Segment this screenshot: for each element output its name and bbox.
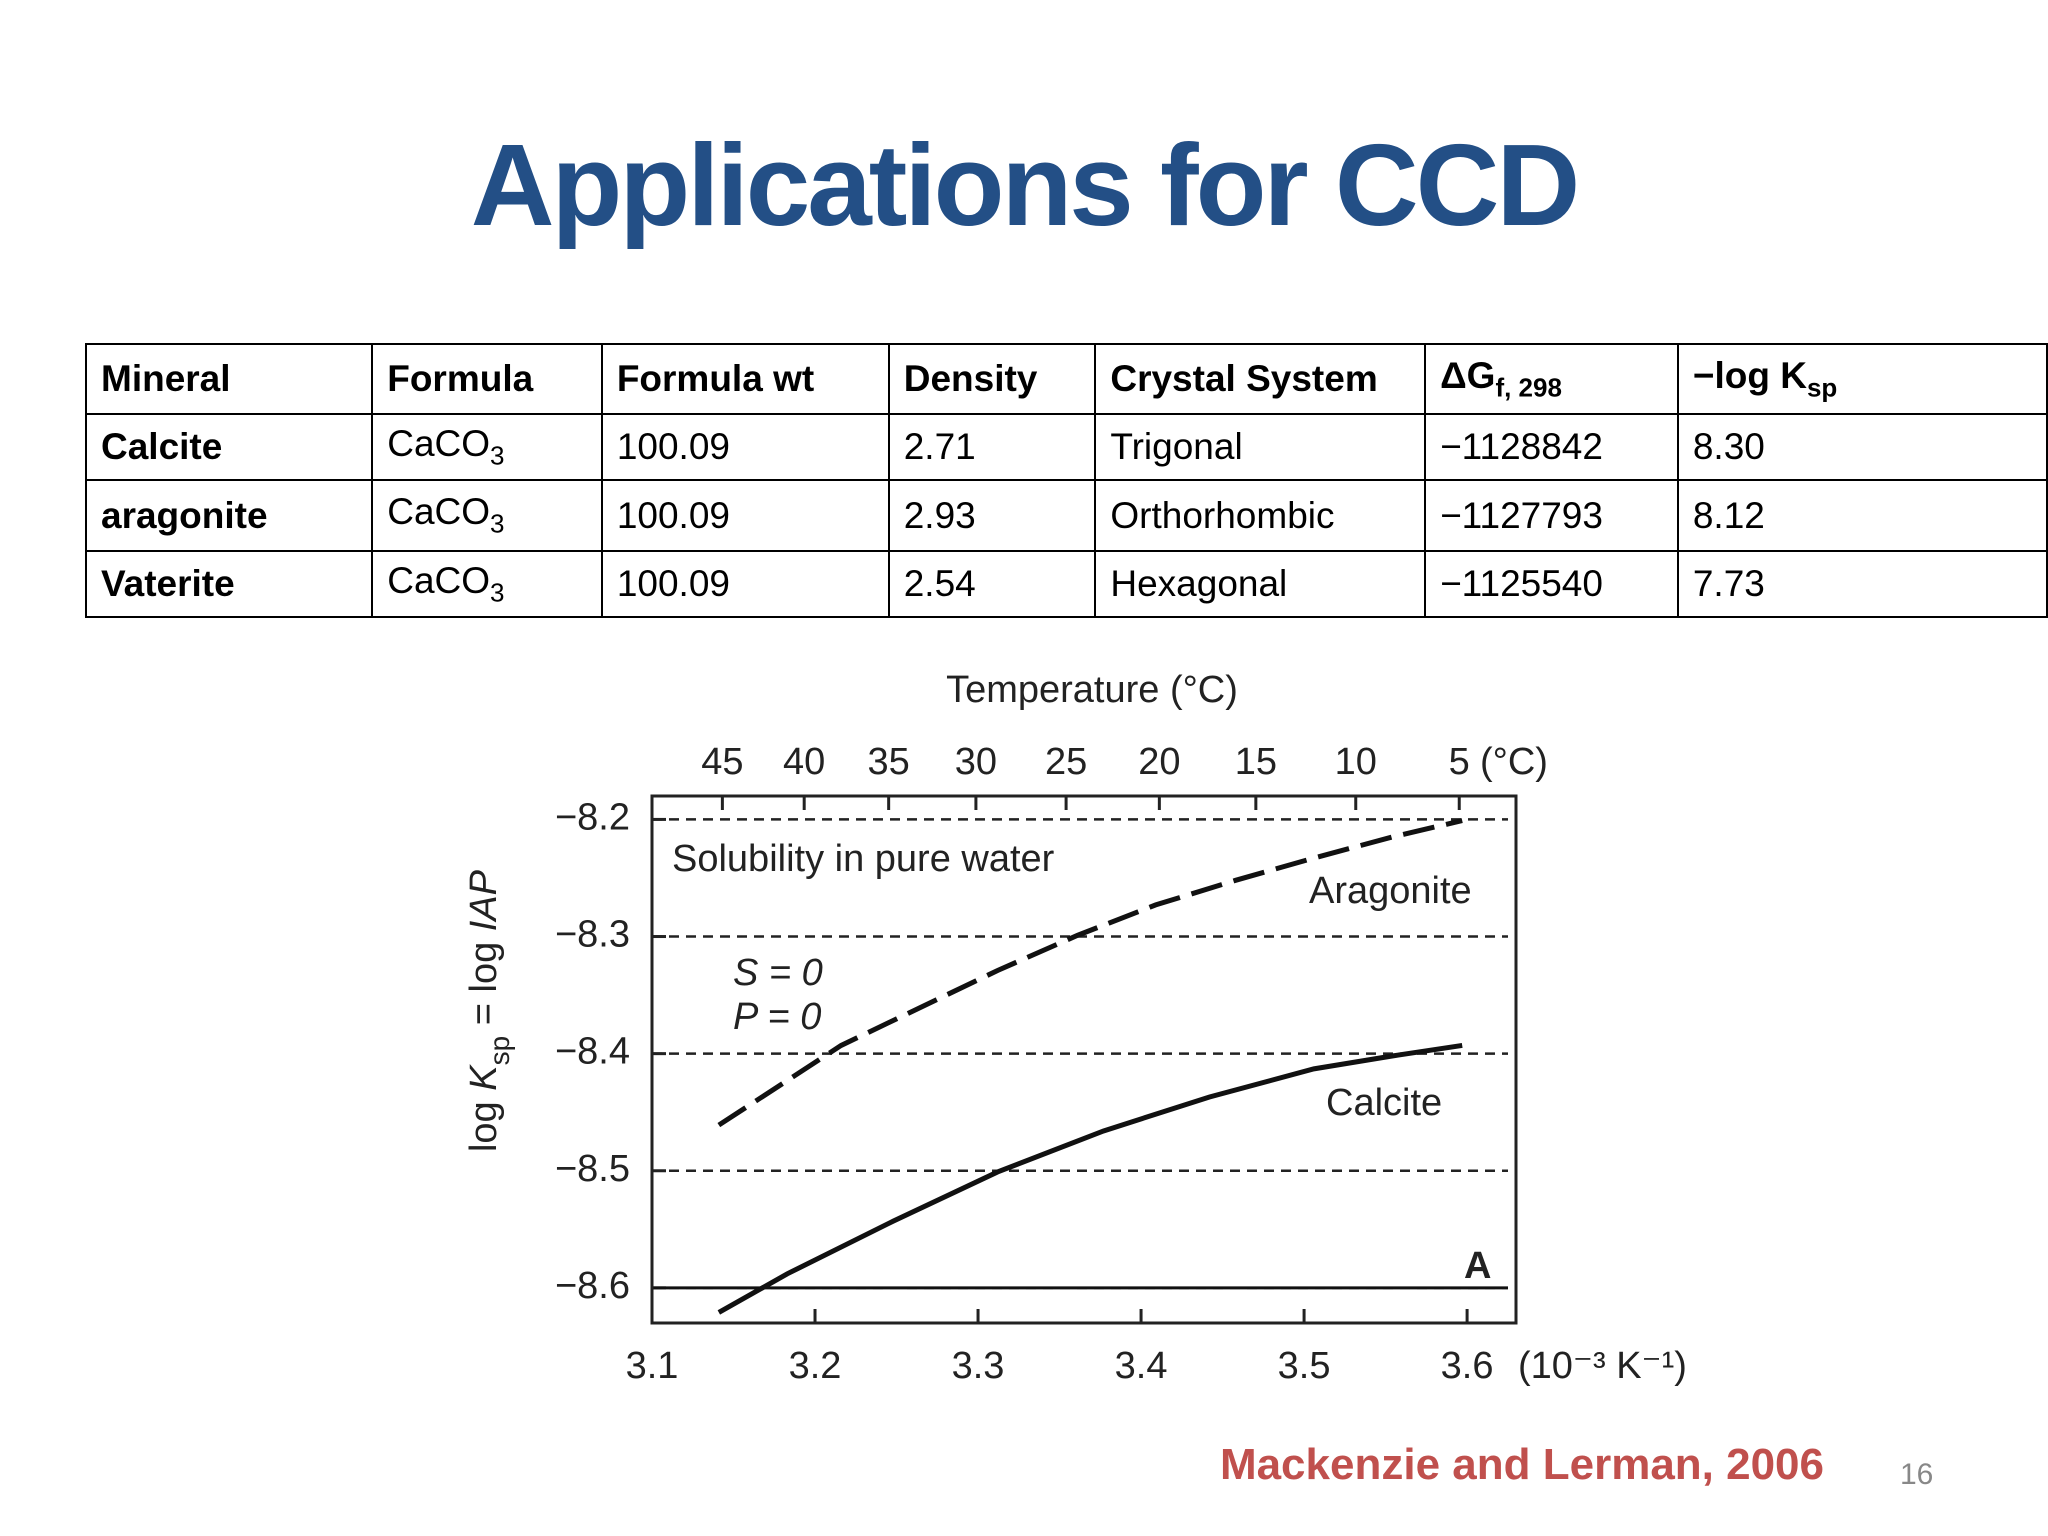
table-cell: 100.09 [600,413,890,481]
annotation: S = 0 [733,952,823,994]
table-cell: −1125540 [1424,550,1679,618]
y-axis-label: log Ksp = log IAP [463,869,515,1152]
table-cell: 8.12 [1676,479,2048,552]
table-cell: CaCO3 [371,413,603,481]
series-label: Aragonite [1309,870,1472,912]
table-cell: Trigonal [1094,413,1427,481]
y-tick-label: −8.6 [555,1265,630,1307]
top-tick-label: 30 [955,741,997,783]
table-cell: 100.09 [600,479,890,552]
table-cell: Formula [371,343,603,415]
top-tick-label: 35 [868,741,910,783]
annotation: P = 0 [733,996,821,1038]
top-tick-label: 40 [783,741,825,783]
top-tick-label: 10 [1335,741,1377,783]
y-axis-label-part: = log [463,931,505,1036]
table-cell: −1127793 [1424,479,1679,552]
y-tick-label: −8.4 [555,1031,630,1073]
table-cell: Formula wt [600,343,890,415]
y-tick-label: −8.2 [555,796,630,838]
top-tick-label: 45 [701,741,743,783]
series-label: Calcite [1326,1082,1442,1124]
cell-text: CaCO [387,559,491,601]
table-cell: Mineral [84,343,374,415]
y-tick-label: −8.3 [555,914,630,956]
table-cell: 2.93 [887,479,1097,552]
y-axis-label-part: sp [484,1036,515,1066]
top-tick-label: 15 [1235,741,1277,783]
y-axis-label-part: K [463,1064,505,1091]
table-cell: ΔGf, 298 [1424,343,1679,415]
top-tick-label: 25 [1045,741,1087,783]
x-tick-label: 3.2 [789,1345,842,1387]
table-cell: CaCO3 [371,550,603,618]
table-header-row: Mineral Formula Formula wt Density Crystal S… [84,343,2048,415]
table-cell: Hexagonal [1094,550,1427,618]
x-tick-label: 3.4 [1115,1345,1168,1387]
cell-subscript: sp [1806,372,1838,403]
cell-subscript: 3 [490,440,505,471]
table-cell: Vaterite [84,550,374,618]
x-tick-label: 3.6 [1441,1345,1494,1387]
cell-subscript: 3 [490,508,505,539]
table-cell: 100.09 [600,550,890,618]
x-tick-label: 3.1 [626,1345,679,1387]
x-tick-label: 3.3 [952,1345,1005,1387]
table-cell: Orthorhombic [1094,479,1427,552]
top-tick-label: 5 [1449,741,1470,783]
y-tick-label: −8.5 [555,1148,630,1190]
table-cell: 8.30 [1676,413,2048,481]
table-row: Calcite CaCO3 100.09 2.71 Trigonal −1128842 8.… [84,413,2048,481]
table-cell: Calcite [84,413,374,481]
mineral-table: Mineral Formula Formula wt Density Crystal S… [84,343,2048,618]
cell-text: −log K [1692,354,1807,396]
series-line [717,1042,1463,1315]
series-line [717,818,1463,1128]
slide-title: Applications for CCD [470,120,1580,250]
annotation: Solubility in pure water [672,838,1055,880]
top-axis-unit: (°C) [1480,741,1548,783]
plot-frame [650,794,1518,1325]
table-cell: Crystal System [1094,343,1427,415]
cell-subscript: 3 [490,577,505,608]
x-tick-label: 3.5 [1278,1345,1331,1387]
cell-subscript: f, 298 [1495,372,1562,403]
table-row: aragonite CaCO3 100.09 2.93 Orthorhombic −112… [84,479,2048,552]
table-cell: −1128842 [1424,413,1679,481]
y-axis-label-part: IAP [463,869,505,931]
table-cell: Density [887,343,1097,415]
table-cell: 2.54 [887,550,1097,618]
top-tick-label: 20 [1138,741,1180,783]
cell-text: CaCO [387,491,491,533]
cell-text: ΔG [1440,354,1496,396]
panel-label: A [1464,1245,1491,1287]
top-axis-title: Temperature (°C) [946,669,1238,711]
table-cell: CaCO3 [371,479,603,552]
table-cell: −log Ksp [1676,343,2048,415]
table-cell: aragonite [84,479,374,552]
table-row: Vaterite CaCO3 100.09 2.54 Hexagonal −1125540… [84,550,2048,618]
cell-text: CaCO [387,422,491,464]
y-axis-label-part: log [463,1091,505,1152]
x-axis-unit: (10⁻³ K⁻¹) [1518,1345,1687,1387]
table-cell: 7.73 [1676,550,2048,618]
page-number: 16 [1900,1458,1934,1491]
table-cell: 2.71 [887,413,1097,481]
citation: Mackenzie and Lerman, 2006 [1219,1440,1824,1489]
